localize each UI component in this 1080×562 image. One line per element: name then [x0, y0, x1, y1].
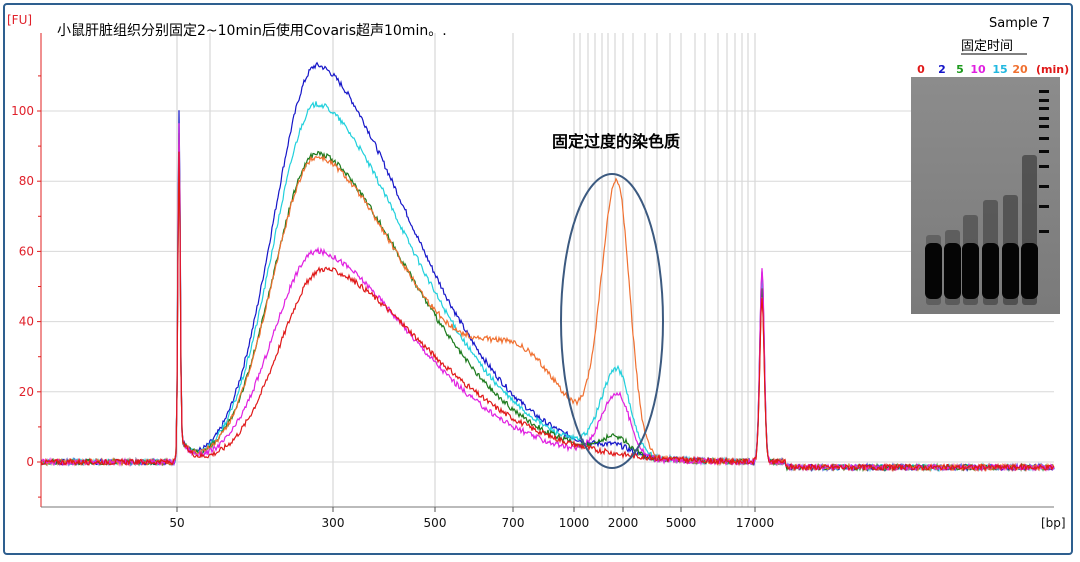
gel-lane-label: 0	[917, 63, 925, 76]
x-tick-label: 500	[424, 516, 447, 530]
y-tick-label: 20	[19, 385, 34, 399]
gel-lane-label: 20	[1012, 63, 1028, 76]
y-tick-label: 0	[26, 455, 34, 469]
ladder-band	[1039, 137, 1049, 140]
series-layer	[40, 61, 1055, 473]
x-tick-label: 2000	[608, 516, 639, 530]
gel-band	[944, 243, 961, 299]
x-tick-label: 1000	[559, 516, 590, 530]
ladder-band	[1039, 165, 1049, 168]
gel-band	[982, 243, 999, 299]
gel-title: 固定时间	[961, 39, 1013, 54]
gel-lanes	[925, 155, 1038, 305]
ladder-band	[1039, 125, 1049, 128]
x-tick-label: 700	[502, 516, 525, 530]
x-axis-label: [bp]	[1041, 516, 1066, 530]
y-axis-ticks: 0 20 40 60 80 100	[11, 75, 41, 498]
overfixed-chromatin-annotation: 固定过度的染色质	[552, 132, 680, 151]
series-line	[40, 151, 1055, 473]
gel-band	[962, 243, 979, 299]
gel-lane-label: 10	[970, 63, 986, 76]
gel-band	[925, 243, 942, 299]
gel-lane-label: 2	[938, 63, 946, 76]
gel-ladder	[1039, 90, 1049, 233]
gel-band	[1002, 243, 1019, 299]
ladder-band	[1039, 99, 1049, 102]
ladder-band	[1039, 230, 1049, 233]
chart-title: 小鼠肝脏组织分别固定2~10min后使用Covaris超声10min。.	[57, 22, 447, 39]
ladder-band	[1039, 205, 1049, 208]
y-tick-label: 60	[19, 244, 34, 258]
ladder-band	[1039, 90, 1049, 93]
figure-frame: 0 20 40 60 80 100 50 300 500 700 1000 2000 5000 1700…	[3, 3, 1073, 555]
ladder-band	[1039, 185, 1049, 188]
plot-area	[41, 33, 1054, 507]
x-tick-label: 17000	[736, 516, 774, 530]
ladder-band	[1039, 107, 1049, 110]
gel-band	[1021, 243, 1038, 299]
x-tick-label: 5000	[666, 516, 697, 530]
gel-image	[911, 77, 1060, 314]
x-axis-ticks: 50 300 500 700 1000 2000 5000 17000	[169, 507, 774, 530]
gel-lane-labels: 0 2 5 10 15 20 (min)	[917, 63, 1069, 76]
vertical-gridlines	[176, 33, 756, 507]
series-line	[40, 101, 1055, 473]
x-tick-label: 300	[322, 516, 345, 530]
gel-lane-label: 15	[992, 63, 1007, 76]
y-tick-label: 80	[19, 174, 34, 188]
y-tick-label: 100	[11, 104, 34, 118]
gel-lane-label: 5	[956, 63, 964, 76]
overfixed-chromatin-ellipse	[560, 173, 664, 469]
ladder-band	[1039, 150, 1049, 153]
ladder-band	[1039, 117, 1049, 120]
horizontal-gridlines	[41, 110, 1054, 463]
x-tick-label: 50	[169, 516, 184, 530]
sample-label: Sample 7	[989, 16, 1050, 31]
y-axis-label: [FU]	[7, 13, 32, 27]
y-tick-label: 40	[19, 315, 34, 329]
gel-unit-label: (min)	[1036, 63, 1069, 76]
